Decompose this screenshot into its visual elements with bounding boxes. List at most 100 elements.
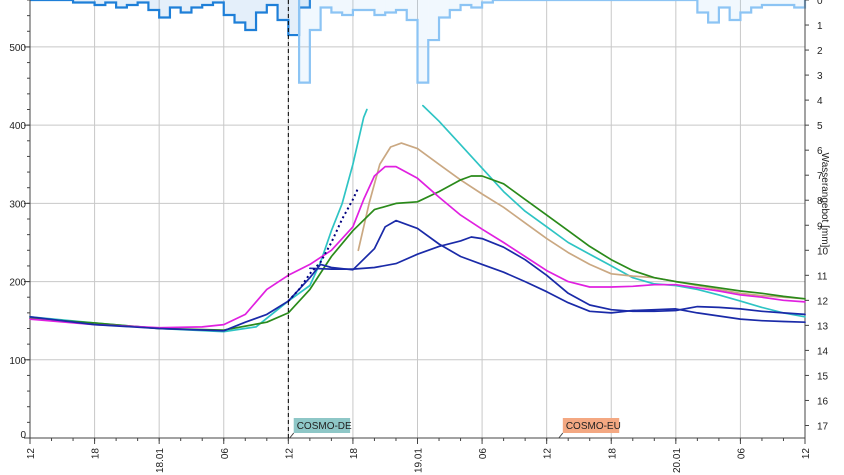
model-labels: COSMO-DE COSMO-EU <box>289 418 621 439</box>
precipitation-bar <box>223 0 235 16</box>
precipitation-bar <box>299 0 310 83</box>
y-right-tick-label: 5 <box>817 121 823 132</box>
y-left-tick-label: 400 <box>9 121 26 132</box>
series-lines <box>29 104 806 333</box>
precipitation-bar <box>277 0 289 21</box>
series-line-3 <box>29 175 806 331</box>
x-tick-label: 12 <box>284 448 295 460</box>
precipitation-bar <box>137 0 149 3</box>
series-line-6 <box>309 236 806 316</box>
model-label-text: COSMO-DE <box>297 421 352 432</box>
series-line-2 <box>357 142 806 300</box>
precipitation-bar <box>288 0 300 36</box>
x-tick-label: 18.01 <box>155 448 166 473</box>
y-left-tick-label: 300 <box>9 199 26 210</box>
precipitation-bar <box>320 0 332 8</box>
x-tick-label: 19.01 <box>414 448 425 473</box>
precipitation-bar <box>460 0 472 6</box>
precipitation-bar <box>772 0 784 6</box>
x-tick-label: 12 <box>543 448 554 460</box>
y-right-axis-title: Wasserangebot [mm] <box>819 153 830 248</box>
y-right-tick-label: 13 <box>817 321 829 332</box>
precipitation-bar <box>428 0 440 41</box>
model-label-box <box>293 418 351 433</box>
model-label-box <box>562 418 620 433</box>
y-right-tick-label: 1 <box>817 21 823 32</box>
x-axis: 12 18 18.01 06 12 18 19.01 06 12 18 20.01 06 12 <box>26 438 812 473</box>
precipitation-bar <box>331 0 343 13</box>
precipitation-bar <box>256 0 267 13</box>
precipitation-bar <box>783 0 795 6</box>
y-right-tick-label: 2 <box>817 46 823 57</box>
y-right-tick-label: 6 <box>817 146 823 157</box>
precipitation-bar <box>212 0 224 3</box>
precipitation-bar <box>245 0 257 31</box>
y-left-tick-label: 0 <box>20 430 26 441</box>
precipitation-bar <box>374 0 386 16</box>
y-right-tick-label: 9 <box>817 221 823 232</box>
x-tick-label: 12 <box>26 448 37 460</box>
precipitation-bar <box>342 0 353 16</box>
series-line-4 <box>29 165 806 329</box>
precipitation-bar <box>180 0 192 13</box>
y-right-tick-label: 10 <box>817 246 829 257</box>
y-right-tick-label: 7 <box>817 171 823 182</box>
x-tick-label: 06 <box>478 448 489 460</box>
precipitation-bar <box>751 0 762 8</box>
y-right-tick-label: 17 <box>817 421 829 432</box>
precipitation-bars <box>30 0 807 84</box>
precipitation-bar <box>718 0 730 8</box>
precipitation-step-line <box>30 0 311 37</box>
precipitation-bar <box>83 0 95 3</box>
x-tick-label: 18 <box>349 448 360 460</box>
precipitation-bar <box>406 0 418 21</box>
series-line-5 <box>29 219 806 332</box>
y-right-tick-label: 12 <box>817 296 829 307</box>
precipitation-bar <box>439 0 450 18</box>
precipitation-bar <box>234 0 246 23</box>
y-right-tick-label: 4 <box>817 96 823 107</box>
model-label-pointer <box>558 432 564 439</box>
precipitation-bar <box>471 0 483 8</box>
precipitation-bar <box>417 0 429 83</box>
precipitation-bar <box>148 0 160 11</box>
precipitation-bar <box>159 0 170 18</box>
x-tick-label: 06 <box>736 448 747 460</box>
y-right-tick-label: 8 <box>817 196 823 207</box>
y-right-tick-label: 16 <box>817 396 829 407</box>
precipitation-bar <box>385 0 396 13</box>
precipitation-bar <box>191 0 203 8</box>
series-line-1 <box>29 108 368 333</box>
precipitation-bar <box>94 0 106 6</box>
precipitation-bar <box>761 0 773 6</box>
x-tick-label: 06 <box>220 448 231 460</box>
precipitation-bar <box>299 0 310 8</box>
y-left-tick-label: 200 <box>9 278 26 289</box>
x-tick-label: 20.01 <box>672 448 683 473</box>
y-right-tick-label: 0 <box>817 0 823 7</box>
y-left-tick-label: 100 <box>9 356 26 367</box>
y-right-tick-label: 15 <box>817 371 829 382</box>
precipitation-bar <box>116 0 127 8</box>
precipitation-bar <box>126 0 138 6</box>
precipitation-bar <box>729 0 741 21</box>
y-right-tick-label: 14 <box>817 346 829 357</box>
observed-dotted-line <box>287 187 360 302</box>
x-tick-label: 12 <box>801 448 812 460</box>
precipitation-bar <box>740 0 752 13</box>
x-tick-label: 18 <box>91 448 102 460</box>
y-right-tick-label: 11 <box>817 271 828 282</box>
precipitation-bar <box>708 0 719 23</box>
precipitation-bar <box>169 0 181 8</box>
precipitation-bar <box>794 0 805 8</box>
model-label-text: COSMO-EU <box>566 421 621 432</box>
precipitation-bar <box>352 0 364 11</box>
precipitation-bar <box>73 0 84 3</box>
precipitation-bar <box>202 0 213 6</box>
series-line-1 <box>422 104 806 318</box>
precipitation-bar <box>363 0 375 11</box>
precipitation-bar <box>266 0 278 6</box>
precipitation-bar <box>482 0 493 3</box>
